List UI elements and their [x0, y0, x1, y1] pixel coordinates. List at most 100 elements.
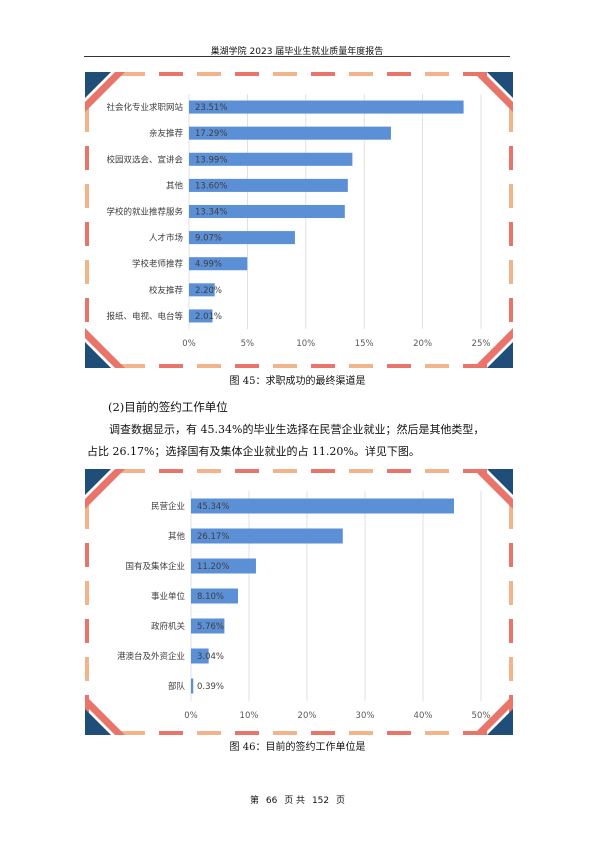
figure-46-border-dash	[273, 469, 297, 473]
figure-45-data-label: 13.34%	[195, 208, 227, 218]
figure-45-tick-label: 20%	[413, 339, 432, 349]
figure-46-tick-label: 50%	[472, 711, 491, 721]
figure-45-border-dash	[349, 364, 373, 368]
figure-46-category-label: 民营企业	[151, 501, 185, 512]
figure-46-border-dash	[311, 731, 335, 735]
figure-45-corner-triangle	[85, 342, 111, 368]
footer-page-number: 66	[265, 796, 278, 806]
paragraph-line-1: 调查数据显示，有 45.34%的毕业生选择在民营企业就业；然后是其他类型，	[109, 423, 485, 436]
figure-46-border-dash	[159, 731, 183, 735]
figure-46-border-dash	[85, 505, 89, 529]
figure-46-border-dash	[235, 469, 259, 473]
figure-46-border-dash	[121, 469, 145, 473]
figure-45-bar	[189, 152, 353, 166]
figure-45-bar	[189, 100, 464, 114]
figure-46-bar	[191, 678, 194, 694]
figure-46-data-label: 45.34%	[197, 502, 229, 512]
figure-46-corner-triangle	[85, 469, 111, 495]
figure-45-corner-triangle	[487, 72, 513, 98]
figure-45-category-label: 学校的就业推荐服务	[106, 207, 183, 218]
figure-45-border-dash	[121, 364, 145, 368]
figure-45-bar	[189, 178, 348, 192]
figure-46-frame: 0% 10% 20% 30% 40% 50% 民营企业 45.34% 其他 26.17% 国有及集体…	[85, 469, 513, 735]
figure-45-border-dash	[85, 298, 89, 322]
figure-46-border-dash	[235, 731, 259, 735]
figure-45-border-dash	[85, 184, 89, 208]
figure-45-data-label: 2.20%	[195, 286, 222, 296]
figure-45-bar	[189, 283, 215, 297]
figure-45-border-dash	[311, 364, 335, 368]
page-footer: 第 66 页 共 152 页	[0, 793, 595, 806]
figure-45-border-dash	[273, 364, 297, 368]
figure-46-border-dash	[159, 469, 183, 473]
figure-46-bar	[191, 558, 256, 574]
figure-46-border-dash	[425, 731, 449, 735]
figure-46-corner-stripe	[473, 695, 513, 735]
footer-prefix: 第	[249, 796, 259, 806]
figure-46-chart: 0% 10% 20% 30% 40% 50% 民营企业 45.34% 其他 26.17% 国有及集体…	[85, 469, 513, 735]
figure-46-category-label: 事业单位	[151, 591, 186, 602]
figure-46-border-dash	[349, 469, 373, 473]
figure-45-border-dash	[121, 72, 145, 76]
figure-46-border-dash	[509, 505, 513, 529]
figure-45-tick-label: 5%	[241, 339, 255, 349]
figure-45-bar	[189, 204, 345, 219]
figure-45-category-label: 社会化专业求职网站	[106, 102, 183, 113]
header-divider	[84, 56, 510, 57]
footer-mid: 页 共	[284, 796, 306, 806]
figure-46-category-label: 其他	[168, 531, 186, 542]
figure-46-category-label: 港澳台及外资企业	[117, 651, 185, 662]
figure-46-corner-stripe	[85, 695, 125, 735]
figure-45-bar	[189, 257, 248, 271]
figure-46-bar	[191, 528, 343, 544]
figure-46-category-label: 部队	[168, 681, 186, 692]
figure-45-border-dash	[85, 146, 89, 170]
figure-45-border-dash	[509, 108, 513, 132]
figure-46-bar	[191, 648, 209, 664]
figure-45-border-dash	[425, 72, 449, 76]
figure-46-border-dash	[85, 543, 89, 567]
figure-45-border-dash	[387, 72, 411, 76]
figure-46-corner-triangle	[85, 709, 111, 735]
figure-45-frame: 0% 5% 10% 15% 20% 25% 社会化专业求职网站 23.51% 亲友推荐 17.29…	[85, 72, 513, 368]
figure-45-border-dash	[159, 364, 183, 368]
figure-45-tick-label: 25%	[472, 339, 491, 349]
figure-46-border-dash	[509, 543, 513, 567]
figure-45-border-dash	[85, 222, 89, 246]
figure-45-category-label: 其他	[166, 180, 184, 191]
figure-45-bar	[189, 309, 213, 323]
figure-45-border-dash	[197, 72, 221, 76]
figure-46-border-dash	[509, 657, 513, 681]
figure-46-bar	[191, 618, 225, 634]
figure-45-corner-triangle	[85, 72, 111, 98]
figure-46-tick-label: 40%	[414, 711, 433, 721]
figure-46-border-dash	[387, 469, 411, 473]
figure-45-corner-stripe	[473, 328, 513, 368]
figure-46-border-dash	[197, 469, 221, 473]
figure-45-data-label: 2.01%	[195, 312, 222, 322]
figure-45-border-dash	[273, 72, 297, 76]
figure-46-tick-label: 20%	[298, 711, 317, 721]
figure-46-border-dash	[85, 657, 89, 681]
figure-45-border-dash	[85, 260, 89, 284]
figure-46-border-dash	[311, 469, 335, 473]
figure-45-tick-label: 10%	[296, 339, 315, 349]
figure-45-data-label: 13.99%	[195, 155, 227, 165]
figure-46-tick-label: 0%	[184, 711, 198, 721]
figure-46-corner-triangle	[487, 709, 513, 735]
figure-46-data-label: 0.39%	[197, 682, 224, 692]
figure-45-border-dash	[387, 364, 411, 368]
figure-46-border-dash	[85, 581, 89, 605]
figure-45-category-label: 人才市场	[149, 233, 183, 244]
footer-suffix: 页	[336, 796, 346, 806]
figure-45-data-label: 23.51%	[195, 103, 227, 113]
figure-45-data-label: 13.60%	[195, 181, 227, 191]
figure-45-data-label: 4.99%	[195, 260, 222, 270]
figure-45-border-dash	[509, 222, 513, 246]
figure-45-corner-stripe	[85, 72, 125, 112]
paragraph-line-2: 占比 26.17%；选择国有及集体企业就业的占 11.20%。详见下图。	[87, 445, 420, 458]
figure-45-category-label: 学校老师推荐	[132, 259, 184, 270]
figure-45-border-dash	[159, 72, 183, 76]
page-header: 巢湖学院 2023 届毕业生就业质量年度报告	[210, 47, 384, 57]
figure-45-border-dash	[509, 298, 513, 322]
